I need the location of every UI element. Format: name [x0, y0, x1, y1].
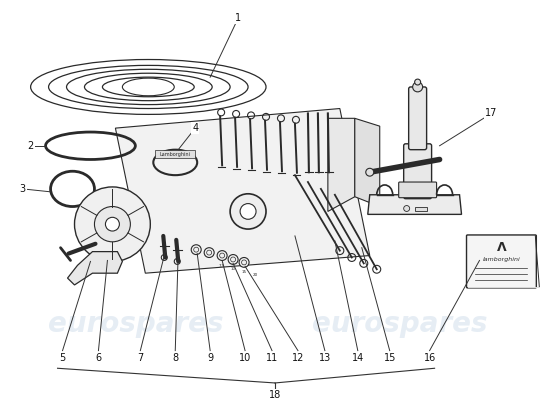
Circle shape [74, 187, 150, 262]
Text: 18: 18 [269, 390, 281, 400]
Text: 10: 10 [239, 354, 251, 364]
Text: 13: 13 [319, 354, 331, 364]
Text: Lamborghini: Lamborghini [160, 152, 191, 157]
Text: 8: 8 [172, 354, 178, 364]
Text: 16: 16 [424, 354, 436, 364]
Circle shape [240, 204, 256, 219]
Text: Λ: Λ [497, 241, 506, 254]
Text: 14: 14 [351, 354, 364, 364]
FancyBboxPatch shape [466, 235, 536, 288]
Text: eurospares: eurospares [312, 310, 487, 338]
Text: 17: 17 [485, 108, 498, 118]
Text: 12: 12 [292, 354, 304, 364]
FancyBboxPatch shape [404, 144, 432, 199]
Text: 2: 2 [28, 141, 34, 151]
Circle shape [217, 251, 227, 260]
Polygon shape [368, 195, 461, 214]
Text: 5: 5 [59, 354, 65, 364]
Text: 1: 1 [235, 13, 241, 23]
Text: lamborghini: lamborghini [482, 257, 520, 262]
Circle shape [191, 245, 201, 254]
Polygon shape [116, 108, 370, 273]
Text: 20: 20 [252, 273, 258, 277]
Text: 3: 3 [20, 184, 26, 194]
Text: 11: 11 [266, 354, 278, 364]
FancyBboxPatch shape [409, 87, 427, 150]
Circle shape [95, 206, 130, 242]
Text: eurospares: eurospares [48, 310, 223, 338]
Bar [155, 150, 195, 158]
Circle shape [204, 248, 214, 258]
Text: 10: 10 [230, 267, 235, 271]
Text: 15: 15 [383, 354, 396, 364]
Text: 4: 4 [192, 123, 198, 133]
Polygon shape [328, 118, 355, 212]
Circle shape [106, 217, 119, 231]
Circle shape [230, 194, 266, 229]
Text: 7.5: 7.5 [219, 264, 225, 268]
Circle shape [412, 82, 422, 92]
Circle shape [366, 168, 374, 176]
Text: 15: 15 [241, 270, 246, 274]
Text: 9: 9 [207, 354, 213, 364]
Circle shape [415, 79, 421, 85]
Circle shape [228, 254, 238, 264]
Polygon shape [68, 252, 123, 285]
Bar [415, 206, 427, 212]
Circle shape [239, 258, 249, 267]
Circle shape [404, 206, 410, 212]
Text: 7: 7 [137, 354, 144, 364]
Text: 6: 6 [95, 354, 102, 364]
FancyBboxPatch shape [399, 182, 437, 198]
Polygon shape [355, 118, 379, 206]
